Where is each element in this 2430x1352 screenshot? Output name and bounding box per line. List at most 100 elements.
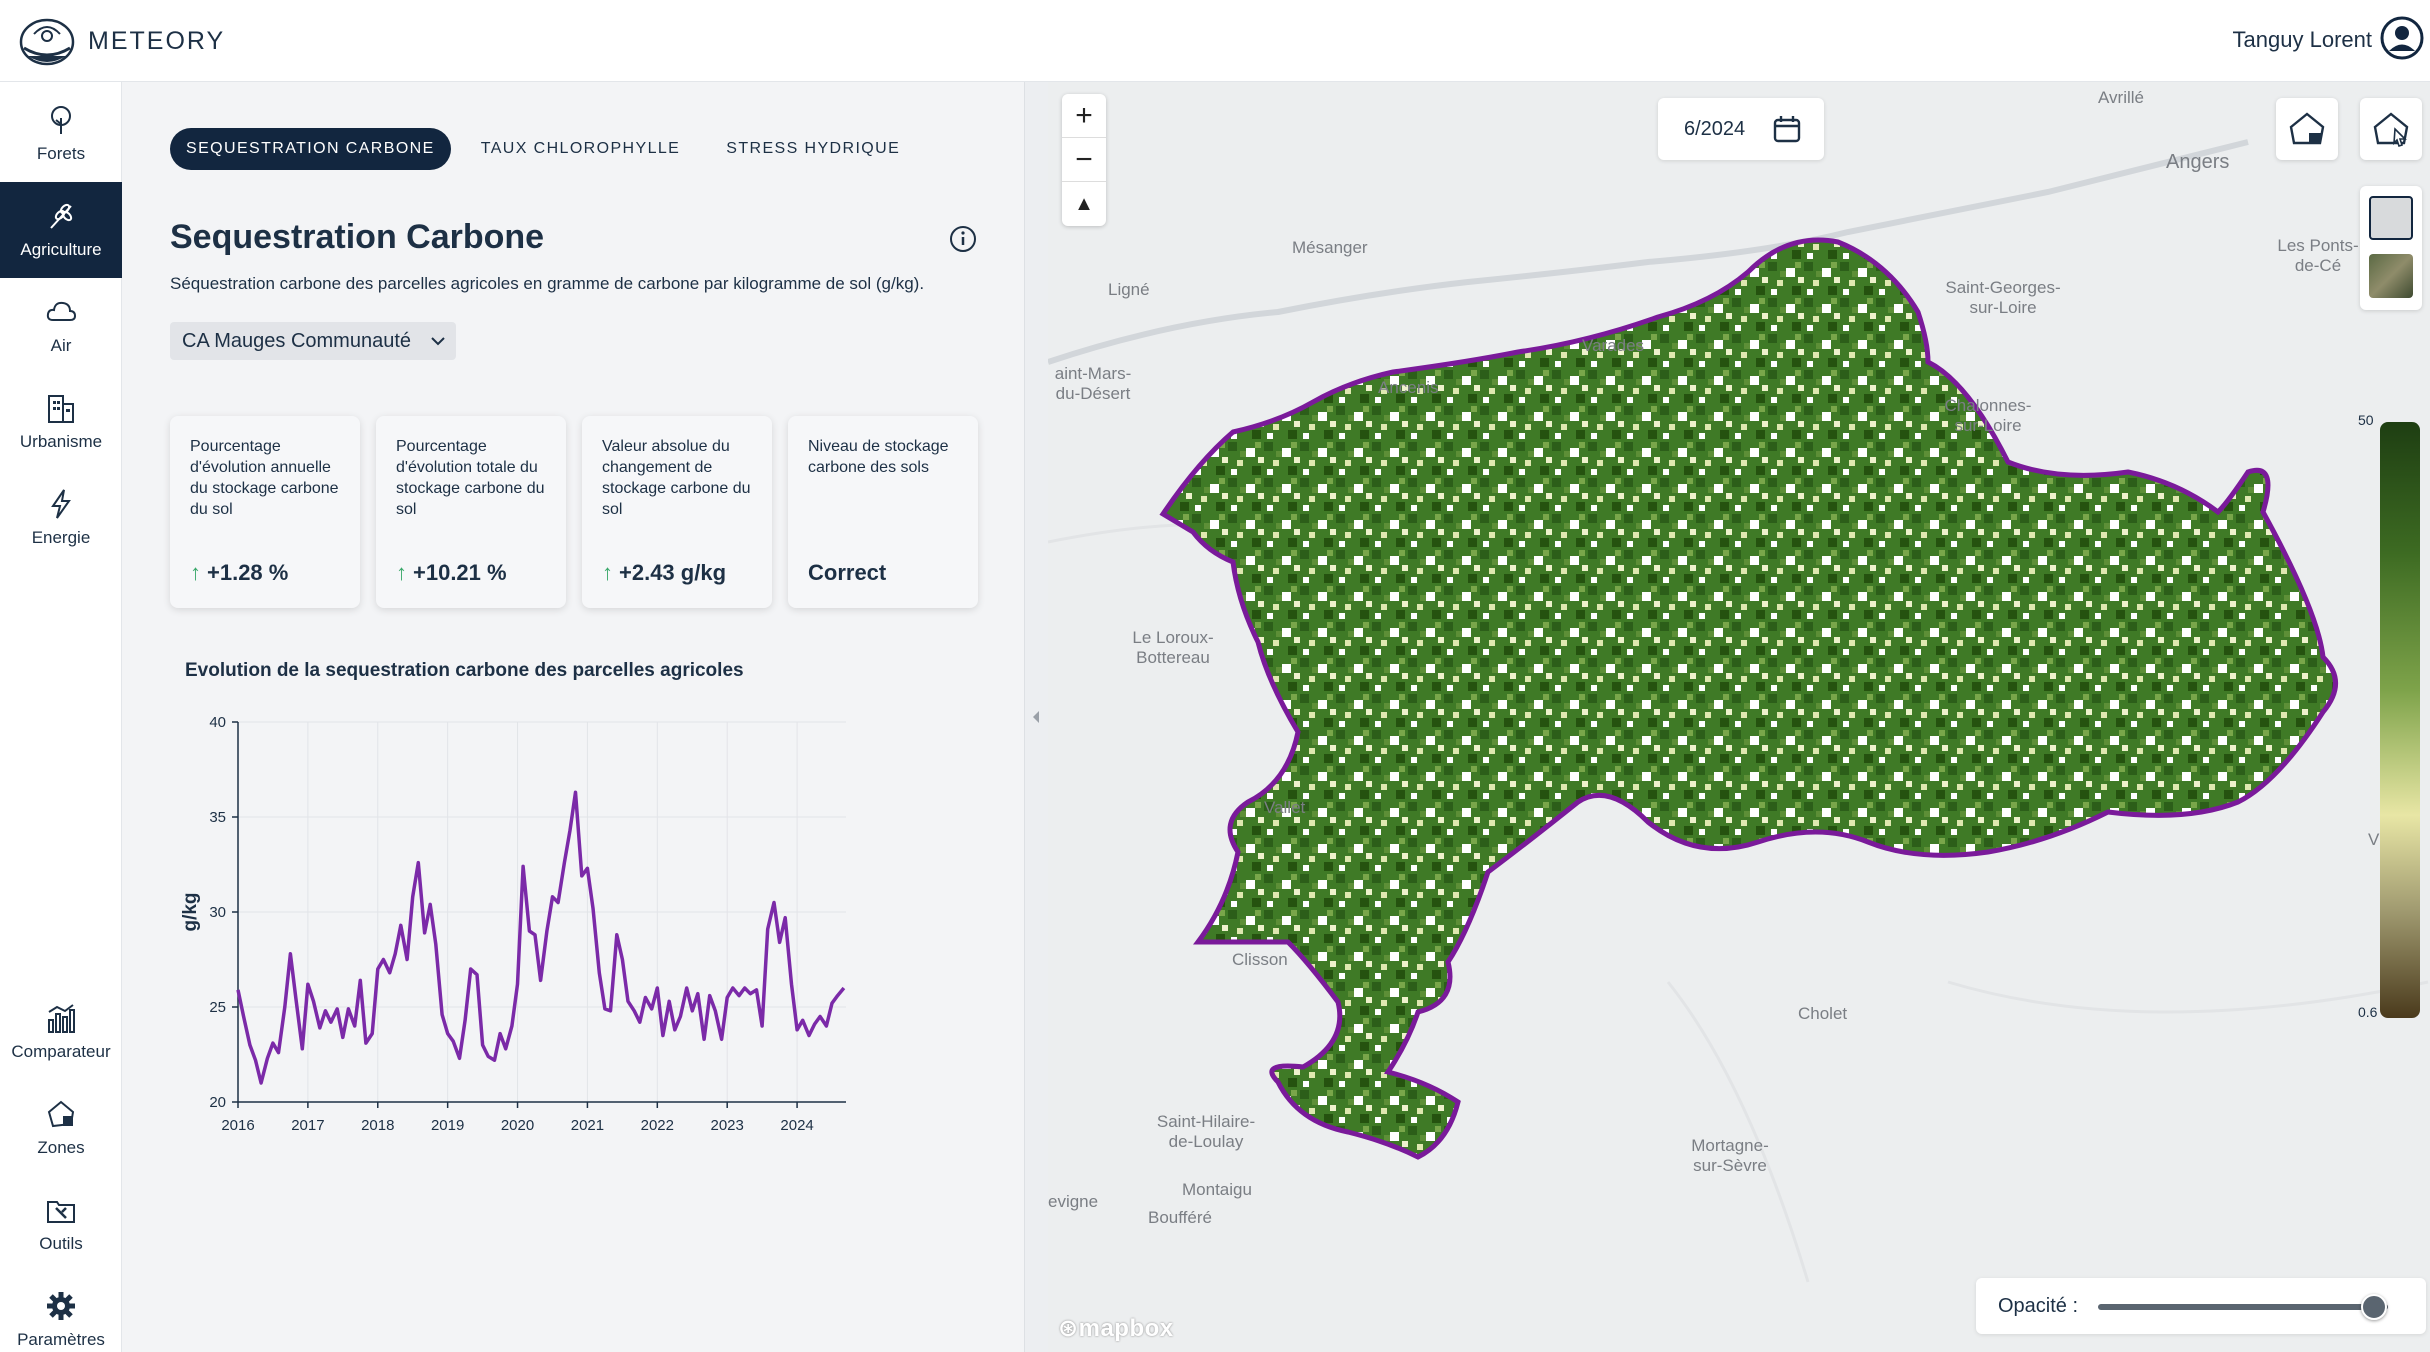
basemap-light-thumb[interactable] xyxy=(2369,196,2413,240)
x-tick-label: 2023 xyxy=(711,1117,744,1134)
bolt-icon xyxy=(51,489,71,519)
nav-item-energie[interactable]: Energie xyxy=(0,470,122,566)
user-name[interactable]: Tanguy Lorent xyxy=(2233,27,2372,53)
page-description: Séquestration carbone des parcelles agri… xyxy=(170,274,925,293)
river-loire xyxy=(1048,139,2249,365)
date-picker[interactable]: 6/2024 xyxy=(1658,98,1824,160)
user-avatar-icon[interactable] xyxy=(2380,16,2424,60)
y-tick-label: 20 xyxy=(209,1094,226,1111)
page-title: Sequestration Carbone xyxy=(170,218,545,256)
place-label: Mortagne- sur-Sèvre xyxy=(1691,1136,1769,1175)
kpi-value: +2.43 g/kg xyxy=(619,560,727,585)
y-tick-label: 35 xyxy=(209,809,226,826)
place-label: Le Loroux- Bottereau xyxy=(1132,628,1214,667)
nav-item-comparateur[interactable]: Comparateur xyxy=(0,984,122,1080)
top-bar: METEORY Tanguy Lorent xyxy=(0,0,2430,82)
date-value: 6/2024 xyxy=(1684,117,1746,140)
tab-stress-hydrique[interactable]: STRESS HYDRIQUE xyxy=(726,140,901,157)
calendar-icon xyxy=(1773,116,1801,143)
place-label: evigne xyxy=(1048,1192,1099,1211)
road xyxy=(1947,980,2429,1014)
bar-chart-icon xyxy=(48,1004,75,1033)
x-tick-label: 2020 xyxy=(501,1117,534,1134)
tools-icon xyxy=(47,1201,75,1223)
kpi-value: +10.21 % xyxy=(413,560,507,585)
place-label: Clisson xyxy=(1232,950,1288,969)
kpi-card: Pourcentage d'évolution totale du stocka… xyxy=(376,416,566,608)
legend-min-value: 0.6 xyxy=(2358,1004,2378,1020)
place-label: Cholet xyxy=(1798,1004,1848,1023)
zone-home-icon xyxy=(2289,112,2325,145)
color-legend: 50 0.6 xyxy=(2358,412,2422,1020)
basemap-satellite-thumb[interactable] xyxy=(2369,254,2413,298)
arrow-up-icon: ↑ xyxy=(396,560,407,585)
nav-label: Forets xyxy=(36,144,86,163)
nav-item-parametres[interactable]: Paramètres xyxy=(0,1272,122,1352)
place-label: Ligné xyxy=(1108,280,1150,299)
opacity-slider-track[interactable] xyxy=(2098,1304,2388,1310)
zone-select-value: CA Mauges Communauté xyxy=(182,329,412,352)
building-icon xyxy=(48,395,74,423)
nav-item-agriculture[interactable]: Agriculture xyxy=(0,182,122,278)
nav-item-urbanisme[interactable]: Urbanisme xyxy=(0,374,122,470)
nav-item-outils[interactable]: Outils xyxy=(0,1176,122,1272)
kpi-label: Niveau de stockage carbone des sols xyxy=(808,438,949,476)
tab-sequestration-carbone[interactable]: SEQUESTRATION CARBONE xyxy=(170,128,451,170)
series-line xyxy=(236,790,846,1085)
nav-label: Energie xyxy=(31,528,91,547)
place-label: Avrillé xyxy=(2098,88,2144,107)
kpi-label: Valeur absolue du changement de stockage… xyxy=(602,438,751,518)
x-tick-label: 2018 xyxy=(361,1117,394,1134)
kpi-value: Correct xyxy=(808,560,887,585)
place-label: Angers xyxy=(2166,151,2230,173)
panel-divider[interactable] xyxy=(1024,82,1048,1352)
x-tick-label: 2022 xyxy=(641,1117,674,1134)
x-tick-label: 2021 xyxy=(571,1117,604,1134)
nav-item-air[interactable]: Air xyxy=(0,278,122,374)
arrow-up-icon: ↑ xyxy=(190,560,201,585)
place-label: Mésanger xyxy=(1292,238,1368,257)
tree-icon xyxy=(51,106,71,134)
nav-item-forets[interactable]: Forets xyxy=(0,86,122,182)
kpi-cards: Pourcentage d'évolution annuelle du stoc… xyxy=(170,416,978,608)
zone-home-button[interactable] xyxy=(2276,98,2338,160)
place-label: Saint-Georges- sur-Loire xyxy=(1945,278,2061,317)
kpi-label: Pourcentage d'évolution totale du stocka… xyxy=(396,438,545,518)
opacity-slider-handle[interactable] xyxy=(2360,1294,2387,1320)
nav-item-zones[interactable]: Zones xyxy=(0,1080,122,1176)
map-canvas[interactable] xyxy=(1048,82,2430,1352)
opacity-label: Opacité : xyxy=(1998,1295,2079,1317)
kpi-label: Pourcentage d'évolution annuelle du stoc… xyxy=(190,438,339,518)
place-label: Boufféré xyxy=(1148,1208,1212,1227)
kpi-value-row: ↑ +2.43 g/kg xyxy=(602,560,726,586)
chart-title: Evolution de la sequestration carbone de… xyxy=(185,660,744,681)
user-last-name: Lorent xyxy=(2309,27,2372,52)
place-label: Les Ponts- de-Cé xyxy=(2277,236,2359,275)
zoom-out-button[interactable]: − xyxy=(1062,138,1106,182)
wheat-icon xyxy=(50,203,73,229)
meteory-logo-icon[interactable] xyxy=(14,12,80,68)
zone-pointer-icon xyxy=(2373,112,2409,148)
cloud-icon xyxy=(46,301,77,321)
zoom-in-button[interactable]: + xyxy=(1062,94,1106,138)
legend-gradient-bar xyxy=(2380,422,2420,1018)
zone-select-button[interactable] xyxy=(2360,98,2422,160)
y-tick-label: 25 xyxy=(209,999,226,1016)
nav-label: Paramètres xyxy=(17,1330,105,1349)
place-label: Vallet xyxy=(1264,798,1306,817)
compass-north-button[interactable]: ▲ xyxy=(1074,192,1094,215)
mapbox-attribution[interactable]: ⊛mapbox xyxy=(1058,1314,1174,1343)
info-icon[interactable] xyxy=(948,224,978,254)
x-tick-label: 2016 xyxy=(221,1117,254,1134)
user-first-name: Tanguy xyxy=(2232,27,2304,52)
indicator-tabs: SEQUESTRATION CARBONE TAUX CHLOROPHYLLE … xyxy=(170,128,916,170)
kpi-card: Valeur absolue du changement de stockage… xyxy=(582,416,772,608)
zone-select[interactable]: CA Mauges Communauté xyxy=(170,322,456,360)
tab-taux-chlorophylle[interactable]: TAUX CHLOROPHYLLE xyxy=(480,140,681,157)
map-view[interactable]: Avrillé Angers Mésanger Ligné Varades Sa… xyxy=(1048,82,2430,1352)
sequestration-line-chart[interactable]: 20 25 30 35 40 2016 2017 2018 2019 2020 2021 2022 20… xyxy=(146,694,876,1154)
region-area xyxy=(1159,237,2338,1160)
zoom-controls: + − ▲ xyxy=(1062,94,1106,226)
brand-name: METEORY xyxy=(88,27,226,55)
collapse-panel-icon[interactable] xyxy=(1030,707,1042,727)
